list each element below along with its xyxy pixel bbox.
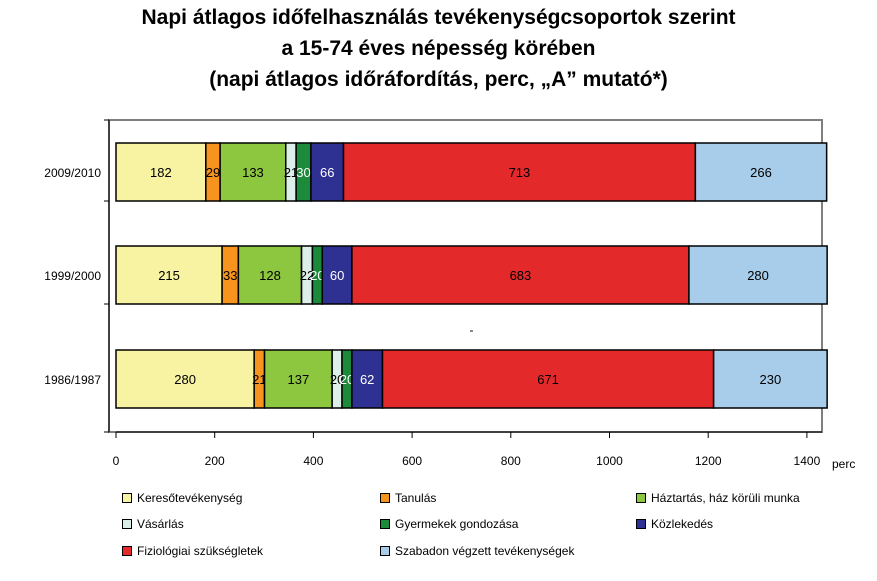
bar-segment: [351, 349, 384, 409]
bar-data-label: 20: [340, 372, 354, 387]
bar-data-label: 671: [537, 372, 559, 387]
x-tick-label: 600: [402, 454, 422, 468]
bar-data-label: 30: [296, 165, 310, 180]
x-tick-label: 0: [113, 454, 120, 468]
category-label: 1986/1987: [44, 373, 101, 387]
x-tick-label: 1400: [794, 454, 821, 468]
bar-data-label: 21: [252, 372, 266, 387]
x-tick-label: 800: [501, 454, 521, 468]
bar-segment: [342, 142, 697, 202]
bar-segment: [237, 245, 303, 305]
x-tick-label: 1200: [695, 454, 722, 468]
bar-segment: [115, 142, 207, 202]
chart-title-line-1: Napi átlagos időfelhasználás tevékenység…: [141, 6, 736, 29]
bar-data-label: 137: [287, 372, 309, 387]
x-tick-label: 1000: [596, 454, 623, 468]
bar-data-label: 33: [223, 268, 237, 283]
x-tick-label: 200: [205, 454, 225, 468]
bar-segment: [263, 349, 333, 409]
bar-data-label: 713: [509, 165, 531, 180]
bar-data-label: 280: [747, 268, 769, 283]
bar-segment: [381, 349, 715, 409]
category-label: 2009/2010: [44, 166, 101, 180]
bar-data-label: 60: [330, 268, 344, 283]
bar-segment: [219, 142, 287, 202]
bar-data-label: 128: [259, 268, 281, 283]
bar-segment: [712, 349, 828, 409]
bar-data-label: 266: [750, 165, 772, 180]
bar-data-label: 182: [150, 165, 172, 180]
bar-segment: [115, 349, 255, 409]
bar-segment: [310, 142, 345, 202]
bar-data-label: 215: [158, 268, 180, 283]
x-tick-label: 400: [303, 454, 323, 468]
bar-data-label: 29: [206, 165, 220, 180]
bar-data-label: 21: [284, 165, 298, 180]
bar-segment: [351, 245, 690, 305]
chart-title-line-2: a 15-74 éves népesség körében: [281, 37, 596, 60]
bar-segment: [694, 142, 828, 202]
bar-data-label: 280: [174, 372, 196, 387]
bar-segment: [688, 245, 828, 305]
bar-data-label: 683: [510, 268, 532, 283]
x-axis-label: perc: [832, 457, 855, 471]
chart-title: Napi átlagos időfelhasználás tevékenység…: [0, 2, 877, 95]
bar-data-label: 133: [242, 165, 264, 180]
bar-data-label: 20: [330, 372, 344, 387]
bar-data-label: 230: [760, 372, 782, 387]
bar-data-label: 22: [300, 268, 314, 283]
chart-title-line-3: (napi átlagos időráfordítás, perc, „A” m…: [209, 68, 668, 91]
bar-data-label: 66: [320, 165, 334, 180]
category-label: 1999/2000: [44, 269, 101, 283]
bar-data-label: 20: [310, 268, 324, 283]
stray-mark: [470, 330, 473, 332]
bar-data-label: 62: [360, 372, 374, 387]
